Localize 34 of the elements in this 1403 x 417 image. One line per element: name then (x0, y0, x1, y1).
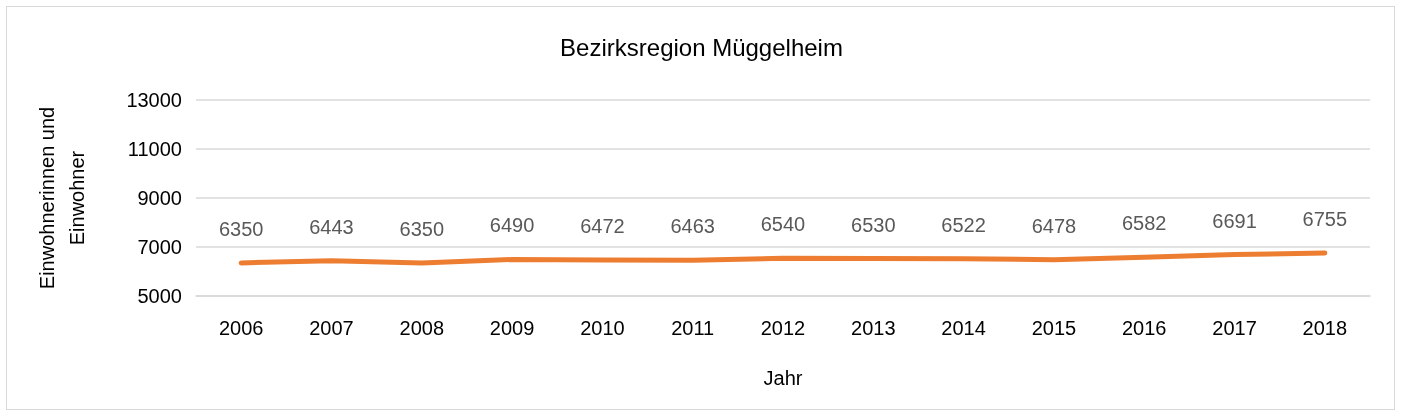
data-label: 6350 (218, 217, 264, 240)
y-tick-label: 11000 (127, 138, 182, 160)
data-label: 6522 (941, 213, 986, 236)
data-label: 6582 (1121, 212, 1167, 235)
data-label: 6755 (1302, 208, 1348, 230)
data-label: 6478 (1031, 214, 1077, 237)
x-tick-label: 2017 (1212, 317, 1257, 339)
data-label: 6463 (670, 215, 715, 238)
y-tick-label: 13000 (126, 89, 182, 111)
x-tick-label: 2013 (851, 317, 896, 339)
data-label: 6490 (489, 214, 535, 237)
data-label: 6350 (399, 217, 445, 240)
x-tick-label: 2012 (760, 317, 806, 339)
x-tick-label: 2014 (941, 317, 986, 339)
x-tick-label: 2016 (1121, 317, 1167, 339)
y-axis-title: Einwohnerinnen und Einwohner (36, 106, 88, 290)
data-label: 6691 (1212, 209, 1257, 232)
x-tick-label: 2007 (309, 317, 354, 339)
chart-title: Bezirksregion Müggelheim (560, 33, 843, 61)
x-tick-label: 2009 (489, 317, 535, 339)
x-tick-label: 2018 (1302, 317, 1348, 339)
data-label: 6443 (309, 215, 354, 238)
data-label: 6540 (760, 213, 806, 236)
data-label: 6472 (580, 214, 625, 237)
x-tick-label: 2011 (671, 317, 715, 339)
x-axis-title: Jahr (763, 367, 803, 389)
x-tick-label: 2006 (218, 317, 264, 339)
data-label: 6530 (851, 213, 896, 236)
y-tick-label: 5000 (137, 285, 182, 307)
x-tick-label: 2015 (1031, 317, 1077, 339)
x-tick-label: 2010 (580, 317, 625, 339)
y-tick-label: 7000 (137, 236, 182, 258)
x-tick-label: 2008 (399, 317, 445, 339)
y-tick-label: 9000 (137, 187, 182, 209)
